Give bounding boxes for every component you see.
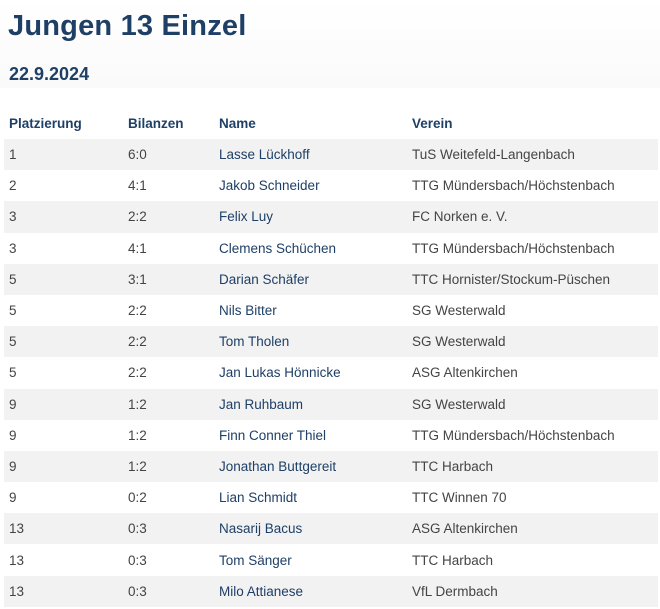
page-title: Jungen 13 Einzel [8,10,247,42]
cell-bilanzen: 1:2 [128,427,147,443]
cell-name: Jonathan Buttgereit [214,450,407,483]
table-row: 13 0:3 Nasarij Bacus ASG Altenkirchen [4,513,658,545]
cell-bilanzen: 2:2 [128,365,147,381]
column-header-verein: Verein [412,115,453,131]
cell-platzierung: 5 [4,326,123,358]
table-row: 1 6:0 Lasse Lückhoff TuS Weitefeld-Langenba… [4,139,658,171]
cell-verein: SG Westerwald [407,388,658,420]
column-header-name: Name [219,115,256,131]
cell-platzierung: 2 [9,178,17,194]
table-row: 5 2:2 Tom Tholen SG Westerwald [4,326,658,358]
cell-bilanzen: 4:1 [128,240,147,256]
table-header-row: Platzierung Bilanzen Name Verein [4,107,658,139]
header-background [0,0,660,88]
cell-name: Nils Bitter [219,303,277,319]
cell-platzierung: 1 [4,139,123,171]
cell-platzierung: 3 [9,240,17,256]
cell-bilanzen: 4:1 [128,178,147,194]
cell-platzierung: 5 [4,263,123,295]
table-row: 13 0:3 Tom Sänger TTC Harbach [4,544,658,575]
cell-bilanzen: 0:3 [128,552,147,568]
cell-platzierung: 13 [9,552,25,568]
table-row: 9 0:2 Lian Schmidt TTC Winnen 70 [4,482,658,513]
results-table: Platzierung Bilanzen Name Verein 1 6:0 Las… [4,107,658,607]
cell-platzierung: 13 [4,575,123,607]
cell-platzierung: 3 [4,201,123,233]
cell-verein: TTC Winnen 70 [412,490,507,506]
cell-bilanzen: 0:2 [128,490,147,506]
table-row: 5 2:2 Jan Lukas Hönnicke ASG Altenkirchen [4,357,658,388]
table-row: 3 4:1 Clemens Schüchen TTG Mündersbach/Höch… [4,233,658,264]
cell-verein: TTG Mündersbach/Höchstenbach [412,240,615,256]
cell-verein: TTC Harbach [412,552,494,568]
cell-verein: VfL Dermbach [407,575,658,607]
cell-platzierung: 9 [4,450,123,483]
cell-name: Lasse Lückhoff [214,139,407,171]
cell-bilanzen: 2:2 [123,201,214,233]
cell-verein: TTG Mündersbach/Höchstenbach [412,427,615,443]
table-row: 5 2:2 Nils Bitter SG Westerwald [4,295,658,326]
table-row: 5 3:1 Darian Schäfer TTC Hornister/Stockum-… [4,263,658,295]
cell-bilanzen: 2:2 [123,326,214,358]
cell-verein: ASG Altenkirchen [412,365,518,381]
cell-name: Tom Sänger [219,552,292,568]
cell-name: Jan Lukas Hönnicke [219,365,341,381]
cell-verein: ASG Altenkirchen [407,513,658,545]
cell-name: Finn Conner Thiel [219,427,327,443]
cell-platzierung: 13 [4,513,123,545]
cell-bilanzen: 1:2 [123,388,214,420]
cell-verein: SG Westerwald [407,326,658,358]
table-row: 13 0:3 Milo Attianese VfL Dermbach [4,575,658,607]
cell-bilanzen: 6:0 [123,139,214,171]
page-date: 22.9.2024 [9,64,90,84]
table-row: 2 4:1 Jakob Schneider TTG Mündersbach/Höchs… [4,170,658,201]
cell-platzierung: 5 [9,365,17,381]
cell-name: Felix Luy [214,201,407,233]
column-header-bilanzen: Bilanzen [128,115,184,131]
table-row: 9 1:2 Jan Ruhbaum SG Westerwald [4,388,658,420]
table-row: 9 1:2 Jonathan Buttgereit TTC Harbach [4,450,658,483]
cell-verein: TTG Mündersbach/Höchstenbach [412,178,615,194]
cell-platzierung: 9 [4,388,123,420]
cell-bilanzen: 3:1 [123,263,214,295]
cell-name: Lian Schmidt [219,490,298,506]
column-header-platzierung: Platzierung [9,115,82,131]
cell-bilanzen: 1:2 [123,450,214,483]
cell-name: Clemens Schüchen [219,240,337,256]
cell-name: Darian Schäfer [214,263,407,295]
cell-name: Tom Tholen [214,326,407,358]
cell-verein: TTC Hornister/Stockum-Püschen [407,263,658,295]
table-body: 1 6:0 Lasse Lückhoff TuS Weitefeld-Langenba… [4,139,658,607]
table-row: 3 2:2 Felix Luy FC Norken e. V. [4,201,658,233]
cell-bilanzen: 0:3 [123,575,214,607]
cell-name: Nasarij Bacus [214,513,407,545]
cell-bilanzen: 0:3 [123,513,214,545]
cell-name: Jan Ruhbaum [214,388,407,420]
cell-verein: SG Westerwald [412,303,506,319]
cell-name: Jakob Schneider [219,178,320,194]
cell-platzierung: 9 [9,427,17,443]
cell-bilanzen: 2:2 [128,303,147,319]
cell-verein: TuS Weitefeld-Langenbach [407,139,658,171]
cell-name: Milo Attianese [214,575,407,607]
cell-platzierung: 5 [9,303,17,319]
cell-verein: TTC Harbach [407,450,658,483]
cell-platzierung: 9 [9,490,17,506]
cell-verein: FC Norken e. V. [407,201,658,233]
table-row: 9 1:2 Finn Conner Thiel TTG Mündersbach/Höc… [4,420,658,451]
